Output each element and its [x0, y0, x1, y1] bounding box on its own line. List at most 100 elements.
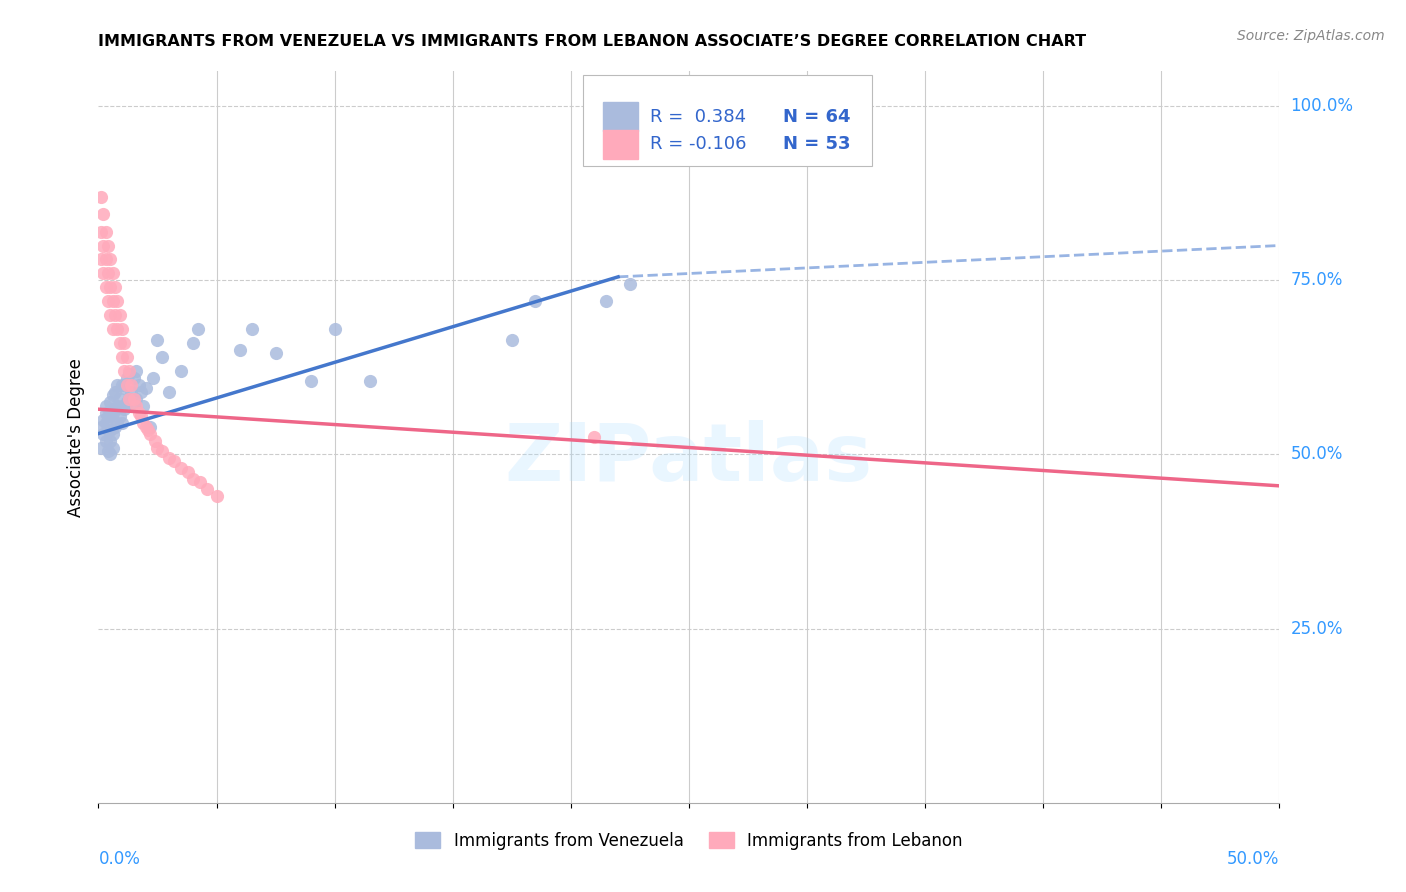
Point [105, 294, 128, 309]
Point [595, 294, 617, 309]
Point [98, 423, 121, 437]
Text: 50.0%: 50.0% [1291, 445, 1343, 464]
Point [90, 419, 112, 434]
Point [90, 190, 112, 204]
Point [111, 416, 134, 430]
Point [142, 371, 165, 385]
Text: 100.0%: 100.0% [1291, 97, 1354, 115]
Point [188, 475, 211, 490]
Point [104, 384, 127, 399]
Text: IMMIGRANTS FROM VENEZUELA VS IMMIGRANTS FROM LEBANON ASSOCIATE’S DEGREE CORRELAT: IMMIGRANTS FROM VENEZUELA VS IMMIGRANTS … [98, 35, 1087, 49]
Point [90, 441, 112, 455]
Point [205, 489, 228, 503]
Point [135, 419, 157, 434]
Point [299, 375, 322, 389]
Point [111, 377, 134, 392]
Text: 25.0%: 25.0% [1291, 620, 1343, 638]
Point [94, 399, 117, 413]
Point [157, 384, 180, 399]
Point [108, 308, 131, 322]
Point [104, 308, 127, 322]
Text: R = -0.106: R = -0.106 [650, 136, 747, 153]
Point [108, 336, 131, 351]
Point [132, 399, 155, 413]
Point [524, 294, 547, 309]
Point [97, 444, 120, 458]
Point [97, 238, 120, 252]
Point [264, 346, 287, 360]
Point [115, 350, 138, 364]
Point [91, 426, 114, 441]
Point [94, 434, 117, 448]
Point [101, 441, 124, 455]
Point [94, 416, 117, 430]
Point [157, 450, 180, 465]
Point [105, 322, 128, 336]
Point [125, 399, 148, 413]
Point [94, 225, 117, 239]
Point [118, 392, 141, 406]
Point [104, 280, 127, 294]
Point [98, 395, 121, 409]
Point [359, 375, 381, 389]
Point [170, 461, 193, 475]
Point [101, 322, 124, 336]
Point [181, 472, 204, 486]
Point [98, 434, 121, 448]
Point [101, 388, 124, 402]
Point [101, 426, 124, 441]
Point [129, 409, 152, 424]
Point [101, 406, 124, 420]
Point [125, 392, 148, 406]
Point [125, 364, 148, 378]
Text: R =  0.384: R = 0.384 [650, 108, 747, 126]
Point [118, 364, 141, 378]
Point [115, 377, 138, 392]
Point [108, 409, 131, 424]
Point [112, 381, 135, 395]
Bar [603, 129, 638, 159]
Point [195, 483, 218, 497]
Point [240, 322, 263, 336]
Point [139, 426, 162, 441]
Point [501, 333, 523, 347]
Text: 75.0%: 75.0% [1291, 271, 1343, 289]
Point [104, 419, 127, 434]
Point [98, 308, 121, 322]
Point [146, 333, 169, 347]
Point [108, 392, 131, 406]
Point [129, 384, 152, 399]
Point [98, 409, 121, 424]
Point [115, 395, 138, 409]
Point [146, 441, 169, 455]
Point [111, 322, 134, 336]
Point [177, 465, 200, 479]
Point [90, 225, 112, 239]
Point [128, 377, 150, 392]
Point [122, 392, 145, 406]
Text: Source: ZipAtlas.com: Source: ZipAtlas.com [1237, 29, 1385, 43]
Bar [603, 102, 638, 131]
Point [118, 368, 141, 382]
Point [143, 434, 166, 448]
Point [90, 252, 112, 267]
Point [187, 322, 209, 336]
Point [170, 364, 193, 378]
Point [101, 294, 124, 309]
Point [98, 252, 121, 267]
Point [115, 371, 138, 385]
Point [122, 399, 145, 413]
Point [91, 266, 114, 280]
Point [91, 207, 114, 221]
Point [181, 336, 204, 351]
Point [112, 402, 135, 417]
Point [97, 409, 120, 424]
Point [105, 399, 128, 413]
Text: ZIPatlas: ZIPatlas [505, 420, 873, 498]
Point [94, 406, 117, 420]
Y-axis label: Associate's Degree: Associate's Degree [66, 358, 84, 516]
Point [229, 343, 252, 357]
Point [112, 364, 135, 378]
Point [97, 266, 120, 280]
Point [98, 280, 121, 294]
